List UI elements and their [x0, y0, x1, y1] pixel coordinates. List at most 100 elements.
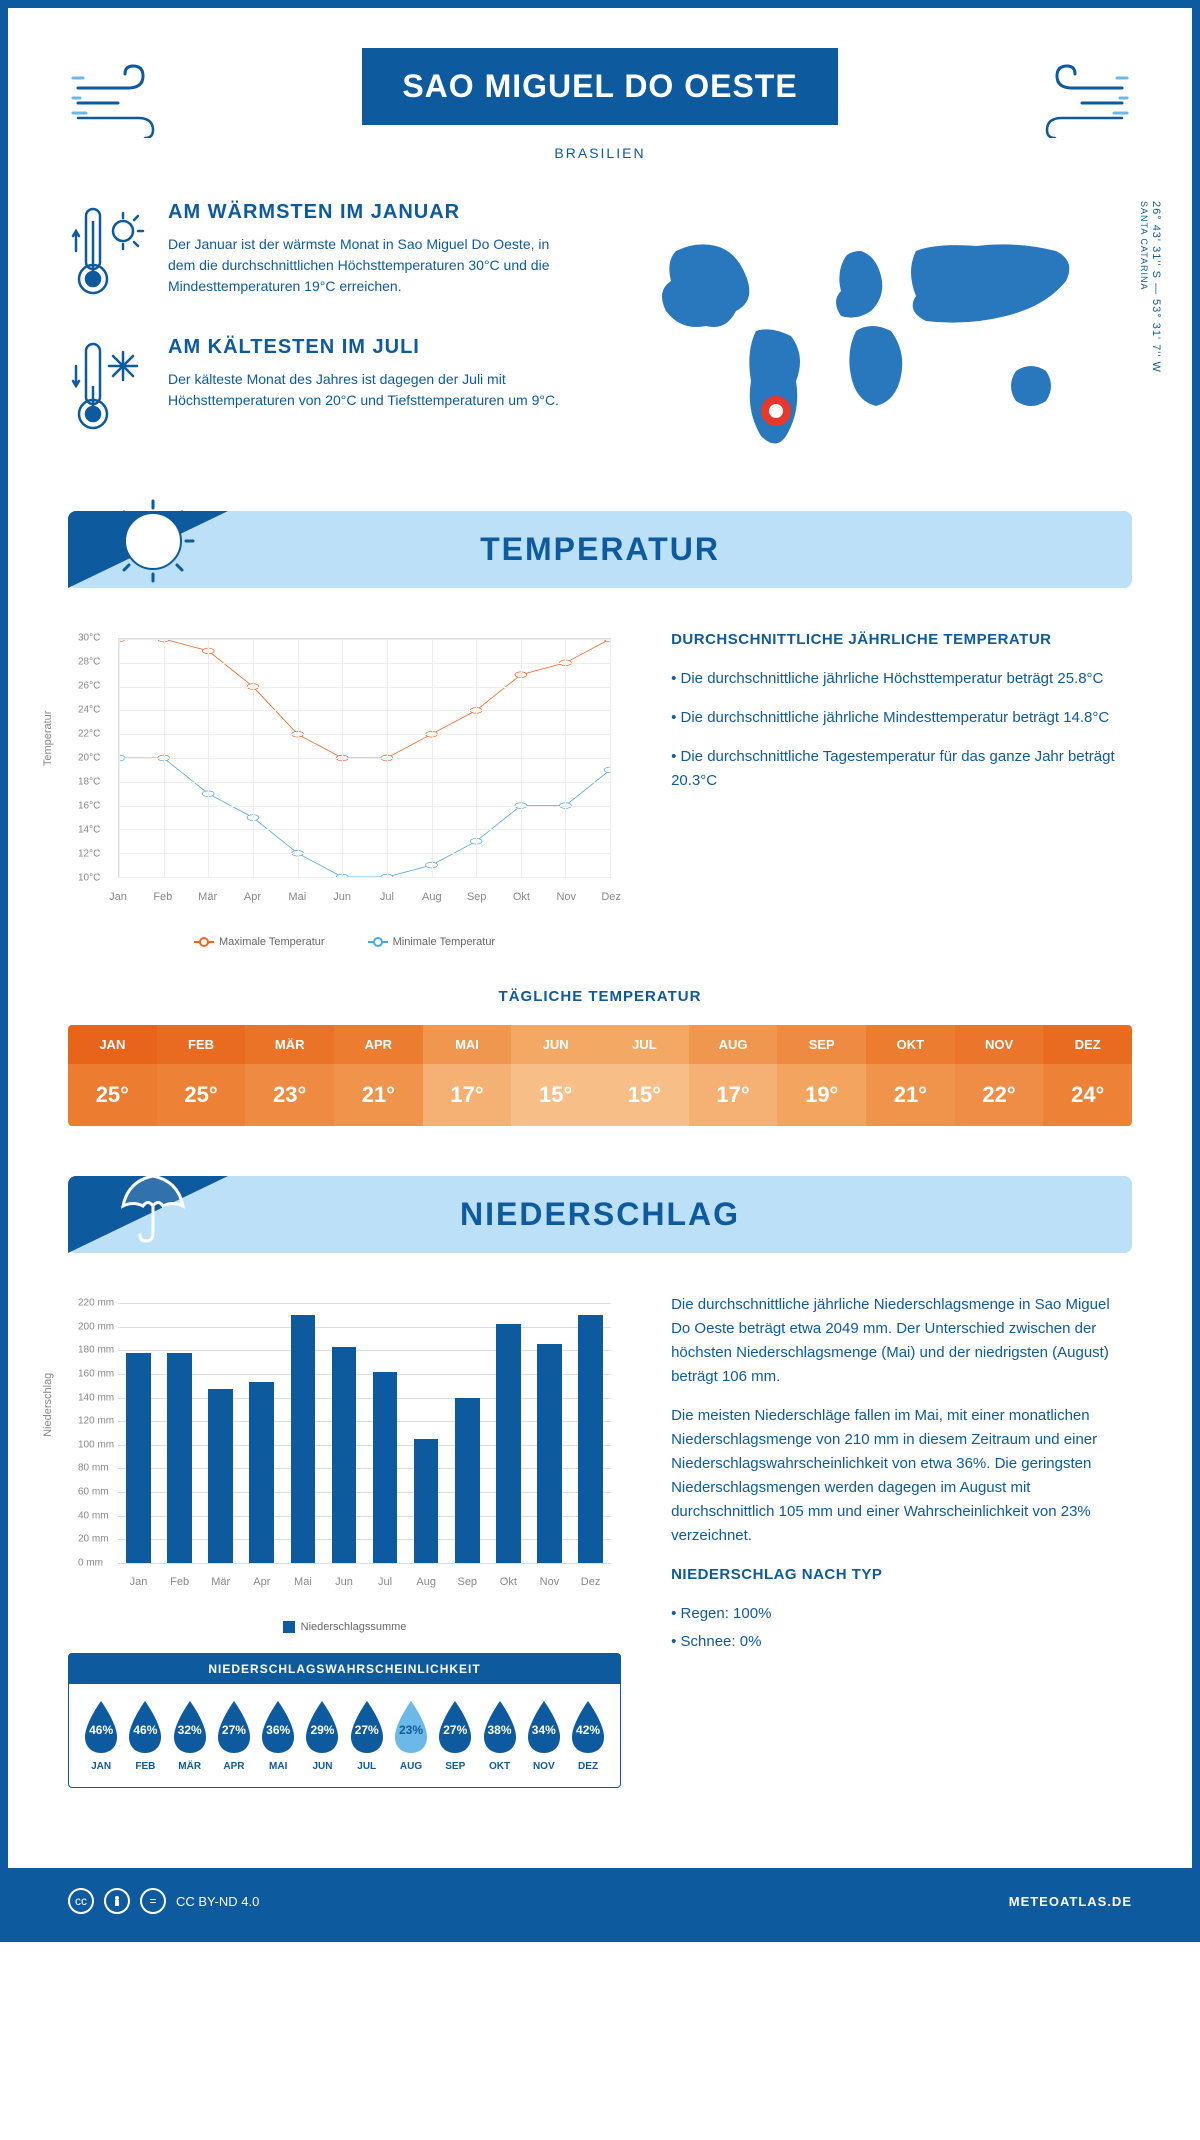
- daily-cell: JUL15°: [600, 1025, 689, 1126]
- daily-cell: MÄR23°: [245, 1025, 334, 1126]
- fact-warmest-text: Der Januar ist der wärmste Monat in Sao …: [168, 234, 580, 297]
- precip-ytick: 80 mm: [78, 1463, 109, 1474]
- prob-value: 42%: [576, 1723, 600, 1737]
- prob-cell: 38%OKT: [477, 1699, 521, 1772]
- page-title: SAO MIGUEL DO OESTE: [362, 48, 837, 125]
- temp-chart-row: Temperatur 10°C12°C14°C16°C18°C20°C22°C2…: [68, 628, 1132, 948]
- coordinates: 26° 43' 31'' S — 53° 31' 7'' W SANTA CAT…: [1138, 201, 1162, 373]
- precip-ylabel: Niederschlag: [42, 1373, 54, 1437]
- daily-cell: MAI17°: [423, 1025, 512, 1126]
- temp-ytick: 22°C: [78, 729, 100, 740]
- prob-month: MÄR: [168, 1761, 212, 1772]
- prob-value: 27%: [355, 1723, 379, 1737]
- precip-ytick: 220 mm: [78, 1298, 114, 1309]
- temp-ytick: 12°C: [78, 849, 100, 860]
- precip-xtick: Apr: [253, 1576, 270, 1588]
- daily-cell: JUN15°: [511, 1025, 600, 1126]
- drop-icon: 46%: [79, 1699, 123, 1755]
- precip-ytick: 120 mm: [78, 1416, 114, 1427]
- coords-main: 26° 43' 31'' S — 53° 31' 7'' W: [1150, 201, 1162, 373]
- temp-ytick: 26°C: [78, 681, 100, 692]
- precip-text: Die durchschnittliche jährliche Niedersc…: [671, 1293, 1132, 1788]
- legend-max: Maximale Temperatur: [219, 936, 325, 948]
- temp-ytick: 16°C: [78, 801, 100, 812]
- precip-xtick: Mär: [211, 1576, 230, 1588]
- prob-cell: 23% AUG: [389, 1699, 433, 1772]
- precip-bar: [537, 1344, 562, 1563]
- temp-chart: Temperatur 10°C12°C14°C16°C18°C20°C22°C2…: [68, 628, 621, 948]
- page-container: SAO MIGUEL DO OESTE BRASILIEN AM WÄRMSTE…: [0, 0, 1200, 1942]
- drop-icon: 32%: [168, 1699, 212, 1755]
- daily-temp-value: 19°: [777, 1064, 866, 1126]
- header: SAO MIGUEL DO OESTE BRASILIEN: [68, 48, 1132, 161]
- daily-temp-value: 23°: [245, 1064, 334, 1126]
- fact-coldest-text: Der kälteste Monat des Jahres ist dagege…: [168, 369, 580, 411]
- precip-ytick: 20 mm: [78, 1534, 109, 1545]
- temp-ytick: 20°C: [78, 753, 100, 764]
- prob-cell: 32% MÄR: [168, 1699, 212, 1772]
- fact-coldest-title: AM KÄLTESTEN IM JULI: [168, 336, 580, 359]
- daily-cell: FEB25°: [157, 1025, 246, 1126]
- precip-type-rain: • Regen: 100%: [671, 1602, 1132, 1626]
- prob-month: AUG: [389, 1761, 433, 1772]
- prob-cell: 27%JUL: [345, 1699, 389, 1772]
- prob-month: NOV: [522, 1761, 566, 1772]
- daily-month-label: AUG: [689, 1025, 778, 1064]
- temp-xtick: Nov: [556, 891, 576, 903]
- temp-ytick: 24°C: [78, 705, 100, 716]
- precip-legend: Niederschlagssumme: [68, 1621, 621, 1633]
- precip-xtick: Aug: [416, 1576, 436, 1588]
- temp-ytick: 30°C: [78, 633, 100, 644]
- fact-coldest-content: AM KÄLTESTEN IM JULI Der kälteste Monat …: [168, 336, 580, 441]
- precip-chart-row: Niederschlag 0 mm20 mm40 mm60 mm80 mm100…: [68, 1293, 1132, 1788]
- prob-value: 27%: [222, 1723, 246, 1737]
- temp-text: DURCHSCHNITTLICHE JÄHRLICHE TEMPERATUR •…: [671, 628, 1132, 948]
- temp-ylabel: Temperatur: [42, 711, 54, 767]
- precip-ytick: 180 mm: [78, 1345, 114, 1356]
- intro-section: AM WÄRMSTEN IM JANUAR Der Januar ist der…: [68, 201, 1132, 471]
- precip-bar: [126, 1353, 151, 1563]
- temp-bullet-1: • Die durchschnittliche jährliche Höchst…: [671, 667, 1132, 691]
- temp-xtick: Aug: [422, 891, 442, 903]
- daily-temp-value: 15°: [511, 1064, 600, 1126]
- precip-ytick: 160 mm: [78, 1368, 114, 1379]
- precip-bar: [332, 1347, 357, 1563]
- daily-cell: OKT21°: [866, 1025, 955, 1126]
- precip-xtick: Okt: [500, 1576, 517, 1588]
- prob-month: JUN: [300, 1761, 344, 1772]
- by-icon: [104, 1888, 130, 1914]
- precip-type-title: NIEDERSCHLAG NACH TYP: [671, 1563, 1132, 1587]
- prob-value: 27%: [443, 1723, 467, 1737]
- temp-xtick: Okt: [513, 891, 530, 903]
- daily-month-label: OKT: [866, 1025, 955, 1064]
- prob-cell: 27% APR: [212, 1699, 256, 1772]
- drop-icon: 27%: [345, 1699, 389, 1755]
- prob-month: APR: [212, 1761, 256, 1772]
- precip-type-snow: • Schnee: 0%: [671, 1630, 1132, 1654]
- temp-legend: Maximale Temperatur Minimale Temperatur: [68, 936, 621, 948]
- drop-icon: 29%: [300, 1699, 344, 1755]
- wind-icon-right: [1022, 58, 1132, 143]
- temp-xtick: Dez: [601, 891, 621, 903]
- daily-cell: AUG17°: [689, 1025, 778, 1126]
- precip-ytick: 100 mm: [78, 1439, 114, 1450]
- precip-ytick: 140 mm: [78, 1392, 114, 1403]
- daily-temp-value: 15°: [600, 1064, 689, 1126]
- prob-month: FEB: [123, 1761, 167, 1772]
- precip-chart-col: Niederschlag 0 mm20 mm40 mm60 mm80 mm100…: [68, 1293, 621, 1788]
- prob-cell: 46%FEB: [123, 1699, 167, 1772]
- prob-cell: 42%DEZ: [566, 1699, 610, 1772]
- daily-cell: APR21°: [334, 1025, 423, 1126]
- precip-bar: [455, 1398, 480, 1563]
- legend-min: Minimale Temperatur: [393, 936, 496, 948]
- fact-warmest: AM WÄRMSTEN IM JANUAR Der Januar ist der…: [68, 201, 580, 306]
- daily-month-label: SEP: [777, 1025, 866, 1064]
- precip-xtick: Sep: [457, 1576, 477, 1588]
- precip-xtick: Nov: [540, 1576, 560, 1588]
- page-subtitle: BRASILIEN: [68, 145, 1132, 161]
- daily-temp-table: JAN25°FEB25°MÄR23°APR21°MAI17°JUN15°JUL1…: [68, 1025, 1132, 1126]
- drop-icon: 23%: [389, 1699, 433, 1755]
- precip-bar: [414, 1439, 439, 1563]
- sun-icon: [108, 496, 198, 591]
- temp-bullet-2: • Die durchschnittliche jährliche Mindes…: [671, 706, 1132, 730]
